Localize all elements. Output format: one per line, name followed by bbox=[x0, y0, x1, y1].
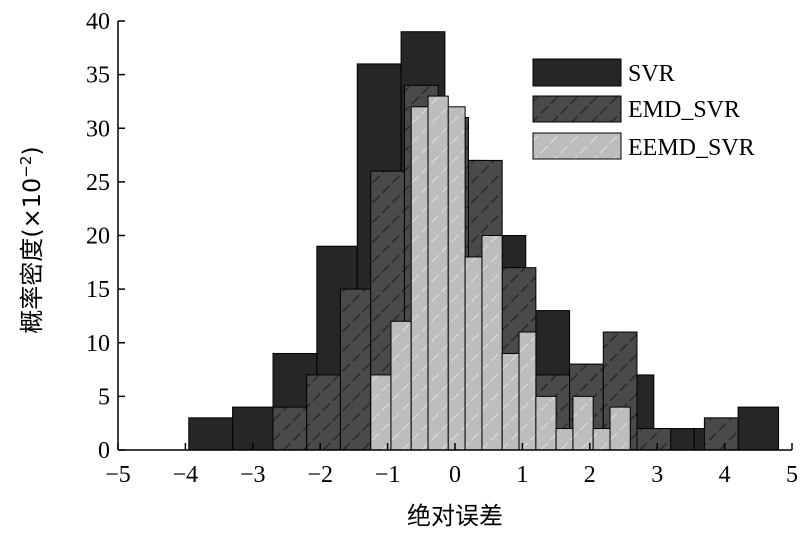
axes: −5 −4 −3 −2 −1 0 1 2 3 4 5 0 5 10 15 20 25 30 35 40 bbox=[86, 9, 798, 488]
y-tick-label: 0 bbox=[98, 438, 110, 464]
bars-layer bbox=[188, 31, 780, 451]
bar-eemd-svr-8 bbox=[518, 331, 537, 451]
bar-eemd-svr-4 bbox=[447, 106, 466, 451]
x-tick-label: −5 bbox=[105, 462, 131, 488]
y-tick-label: 30 bbox=[86, 116, 110, 142]
legend-swatch-svr bbox=[532, 58, 622, 87]
y-tick-label: 25 bbox=[86, 170, 110, 196]
legend-label-eemd-svr: EEMD_SVR bbox=[628, 135, 755, 161]
bar-eemd-svr-11 bbox=[572, 395, 594, 451]
legend: SVR EMD_SVR EEMD_SVR bbox=[532, 58, 755, 161]
bar-emd-svr-12 bbox=[703, 417, 739, 451]
bar-eemd-svr-1 bbox=[390, 320, 412, 451]
bar-eemd-svr-10 bbox=[555, 428, 574, 451]
y-axis-title-close: ) bbox=[18, 146, 46, 155]
x-tick-label: 5 bbox=[786, 462, 798, 488]
bar-eemd-svr-2 bbox=[410, 106, 429, 451]
legend-swatch-emd-svr bbox=[532, 95, 622, 123]
bar-emd-svr-0 bbox=[272, 406, 308, 451]
x-ticks: −5 −4 −3 −2 −1 0 1 2 3 4 5 bbox=[105, 443, 798, 488]
y-axis-title: 概率密度(×10−2) bbox=[17, 146, 46, 334]
bar-emd-svr-11 bbox=[636, 428, 672, 451]
bar-eemd-svr-9 bbox=[535, 395, 557, 451]
y-tick-label: 35 bbox=[86, 63, 110, 89]
bar-eemd-svr-12 bbox=[592, 428, 611, 451]
bar-emd-svr-2 bbox=[339, 288, 372, 451]
x-tick-label: −1 bbox=[375, 462, 401, 488]
y-tick-label: 10 bbox=[86, 331, 110, 357]
x-tick-label: 0 bbox=[449, 462, 461, 488]
bar-eemd-svr-3 bbox=[427, 95, 449, 451]
x-tick-label: −2 bbox=[307, 462, 333, 488]
y-tick-label: 40 bbox=[86, 9, 110, 35]
x-tick-label: 4 bbox=[719, 462, 731, 488]
y-tick-label: 20 bbox=[86, 224, 110, 250]
x-tick-label: −4 bbox=[173, 462, 199, 488]
legend-label-svr: SVR bbox=[628, 61, 675, 87]
series-eemd-svr bbox=[370, 95, 631, 451]
bar-eemd-svr-5 bbox=[464, 256, 483, 451]
y-axis-title-exponent: −2 bbox=[17, 156, 35, 178]
bar-svr-13 bbox=[737, 406, 780, 451]
bar-eemd-svr-6 bbox=[481, 235, 503, 451]
legend-label-emd-svr: EMD_SVR bbox=[628, 97, 740, 123]
y-tick-label: 5 bbox=[98, 384, 110, 410]
x-tick-label: 3 bbox=[651, 462, 663, 488]
bar-eemd-svr-7 bbox=[501, 352, 520, 451]
bar-eemd-svr-0 bbox=[370, 374, 392, 451]
x-axis-title: 绝对误差 bbox=[407, 502, 503, 530]
x-tick-label: 2 bbox=[584, 462, 596, 488]
y-tick-label: 15 bbox=[86, 277, 110, 303]
y-ticks: 0 5 10 15 20 25 30 35 40 bbox=[86, 9, 125, 464]
y-axis-title-main: 概率密度(×10 bbox=[18, 178, 46, 334]
bar-svr-0 bbox=[188, 417, 234, 451]
x-tick-label: 1 bbox=[516, 462, 528, 488]
bar-eemd-svr-13 bbox=[609, 406, 631, 451]
bar-emd-svr-1 bbox=[306, 374, 341, 451]
legend-swatch-eemd-svr bbox=[532, 132, 622, 160]
x-tick-label: −3 bbox=[240, 462, 266, 488]
bar-svr-1 bbox=[232, 406, 274, 451]
